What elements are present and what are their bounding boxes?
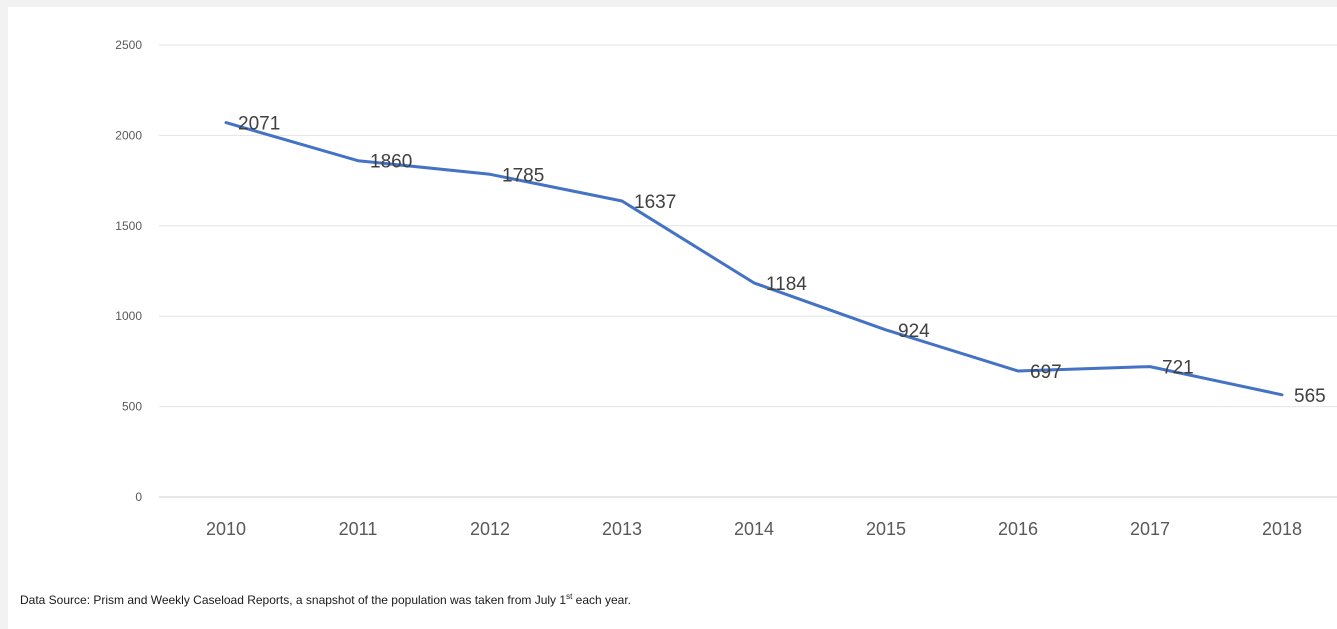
y-tick-label: 2000 — [115, 128, 142, 142]
data-label: 1860 — [370, 152, 412, 173]
y-tick-label: 1500 — [115, 219, 142, 233]
y-tick-label: 500 — [122, 400, 142, 414]
series-line-path — [224, 121, 1284, 397]
y-axis-ticks: 0 500 1000 1500 2000 2500 — [115, 38, 142, 504]
data-label: 697 — [1030, 362, 1062, 383]
x-tick-label: 2018 — [1262, 519, 1302, 539]
y-tick-label: 0 — [135, 490, 142, 504]
x-tick-label: 2012 — [470, 519, 510, 539]
data-label: 924 — [898, 321, 930, 342]
x-tick-label: 2015 — [866, 519, 906, 539]
gridlines — [159, 44, 1337, 498]
data-label: 1637 — [634, 192, 676, 213]
y-tick-label: 1000 — [115, 309, 142, 323]
x-tick-label: 2014 — [734, 519, 774, 539]
data-label: 2071 — [238, 114, 280, 135]
ordinal-suffix: st — [566, 592, 573, 601]
x-axis-ticks: 2010 2011 2012 2013 2014 2015 2016 2017 2018 — [206, 519, 1302, 539]
series-line — [224, 121, 1284, 397]
data-label: 1184 — [766, 274, 807, 295]
x-tick-label: 2017 — [1130, 519, 1170, 539]
x-tick-label: 2016 — [998, 519, 1038, 539]
x-tick-label: 2010 — [206, 519, 246, 539]
data-labels: 2071 1860 1785 1637 1184 924 697 721 565 — [238, 114, 1326, 407]
data-label: 721 — [1162, 358, 1194, 379]
data-label: 1785 — [502, 165, 544, 186]
data-source-text-end: each year. — [572, 593, 632, 607]
data-label: 565 — [1294, 386, 1326, 407]
data-source-text: Data Source: Prism and Weekly Caseload R… — [20, 593, 567, 607]
x-tick-label: 2011 — [339, 519, 378, 539]
data-source-note: Data Source: Prism and Weekly Caseload R… — [20, 592, 632, 608]
chart-frame: 0 500 1000 1500 2000 2500 2010 2011 2012 2013 201… — [8, 7, 1337, 629]
x-tick-label: 2013 — [602, 519, 642, 539]
y-tick-label: 2500 — [115, 38, 142, 52]
